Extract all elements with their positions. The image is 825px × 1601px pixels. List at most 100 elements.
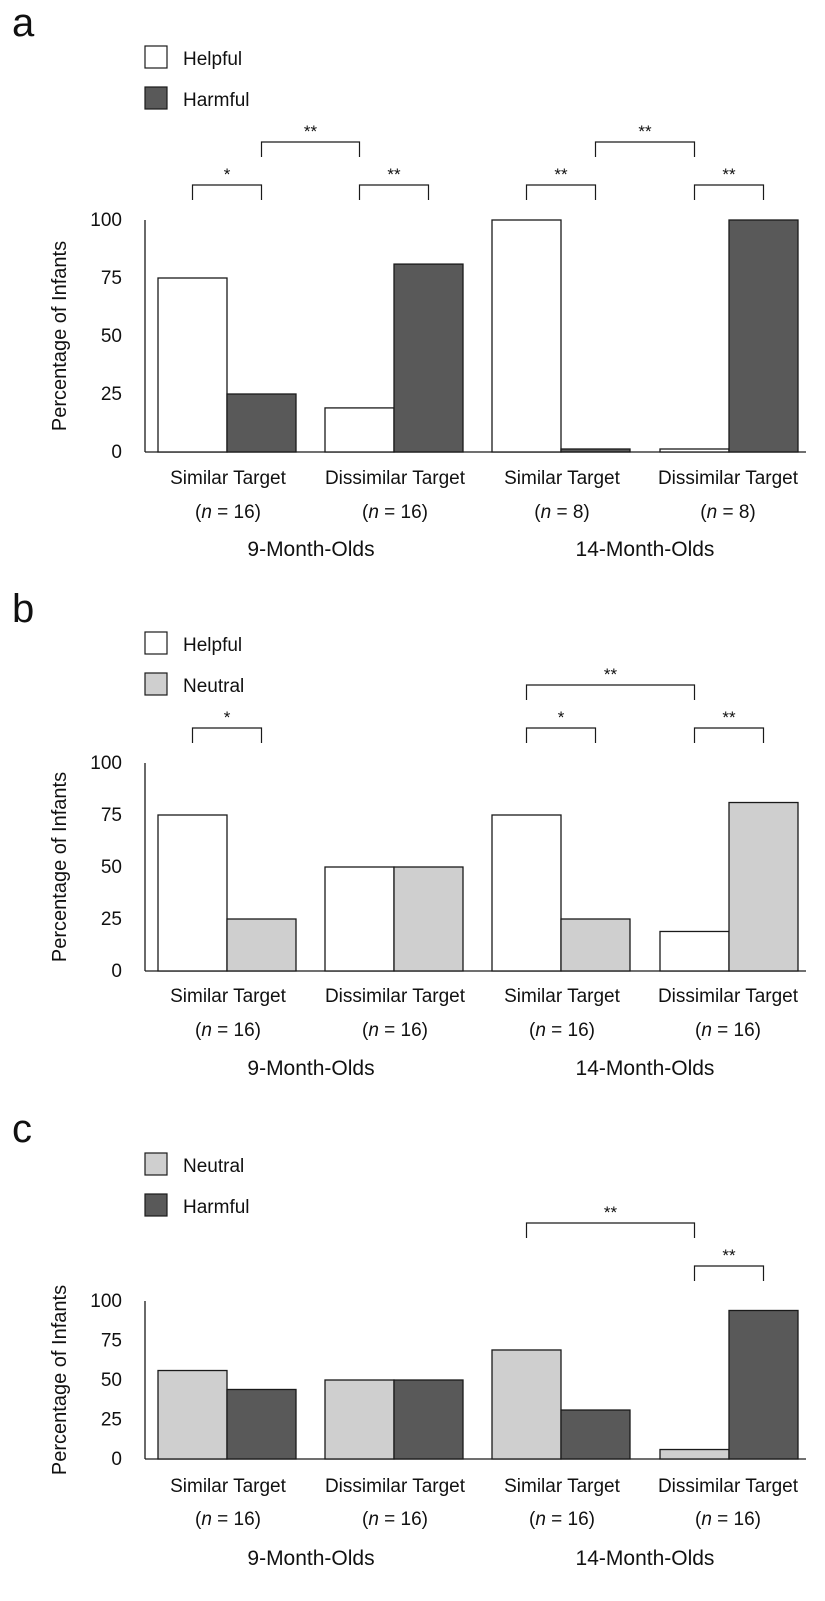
category-label: Dissimilar Target xyxy=(658,468,799,489)
chart-panel-c: c Neutral Harmful 0 25 50 75 100 Percentage of I… xyxy=(12,1107,806,1570)
significance-stars: ** xyxy=(554,165,568,184)
significance-bracket xyxy=(693,184,765,200)
category-n-label: (n = 16) xyxy=(195,502,261,523)
y-axis-label: Percentage of Infants xyxy=(49,241,71,431)
significance-stars: * xyxy=(558,708,565,727)
significance-stars: ** xyxy=(722,165,736,184)
category-n-label: (n = 16) xyxy=(195,1020,261,1041)
bar-harmful xyxy=(393,263,464,453)
bar-harmful xyxy=(728,1309,799,1460)
significance-bracket xyxy=(525,727,597,743)
significance-stars: ** xyxy=(387,165,401,184)
y-tick-label: 25 xyxy=(101,909,122,930)
significance-stars: * xyxy=(224,708,231,727)
category-n-label: (n = 16) xyxy=(695,1509,761,1530)
legend-swatch-helpful xyxy=(144,631,168,655)
y-tick-label: 100 xyxy=(90,210,122,231)
legend-swatch-harmful xyxy=(144,86,168,110)
bar-harmful xyxy=(728,219,799,453)
bar-helpful xyxy=(491,219,562,453)
y-tick-label: 50 xyxy=(101,857,122,878)
significance-bracket xyxy=(191,184,263,200)
significance-bracket xyxy=(260,141,361,157)
legend-swatch-helpful xyxy=(144,45,168,69)
category-n-label: (n = 8) xyxy=(700,502,755,523)
bar-helpful xyxy=(491,814,562,972)
significance-bracket xyxy=(525,184,597,200)
group-label: 9-Month-Olds xyxy=(247,538,374,561)
y-tick-label: 0 xyxy=(111,1449,122,1470)
group-label: 9-Month-Olds xyxy=(247,1547,374,1570)
significance-stars: ** xyxy=(722,1246,736,1265)
group-label: 14-Month-Olds xyxy=(576,1057,715,1080)
bar-helpful xyxy=(659,448,730,453)
legend-label-neutral: Neutral xyxy=(183,676,244,697)
category-label: Dissimilar Target xyxy=(325,986,466,1007)
significance-stars: ** xyxy=(722,708,736,727)
chart-panel-b: b Helpful Neutral 0 25 50 75 100 Percentage of I… xyxy=(12,587,806,1080)
group-label: 9-Month-Olds xyxy=(247,1057,374,1080)
category-n-label: (n = 16) xyxy=(529,1020,595,1041)
group-label: 14-Month-Olds xyxy=(576,1547,715,1570)
significance-stars: ** xyxy=(604,1203,618,1222)
bar-neutral xyxy=(393,866,464,972)
y-tick-label: 50 xyxy=(101,326,122,347)
bar-helpful xyxy=(157,277,228,453)
bar-neutral xyxy=(226,918,297,972)
bar-neutral xyxy=(157,1369,228,1460)
y-tick-label: 75 xyxy=(101,268,122,289)
category-n-label: (n = 8) xyxy=(534,502,589,523)
significance-bracket xyxy=(594,141,696,157)
bar-helpful xyxy=(659,930,730,972)
category-label: Similar Target xyxy=(504,986,621,1007)
significance-bracket xyxy=(693,727,765,743)
panel-letter: a xyxy=(12,1,35,45)
y-axis-label: Percentage of Infants xyxy=(49,772,71,962)
legend-swatch-neutral xyxy=(144,1152,168,1176)
panel-letter: b xyxy=(12,587,34,631)
y-tick-label: 75 xyxy=(101,805,122,826)
legend-label-harmful: Harmful xyxy=(183,90,250,111)
chart-panel-a: a Helpful Harmful 0 25 50 75 100 Percentage of I… xyxy=(12,1,806,561)
significance-bracket xyxy=(693,1265,765,1281)
bar-neutral xyxy=(324,1379,395,1460)
category-n-label: (n = 16) xyxy=(362,502,428,523)
y-tick-label: 75 xyxy=(101,1331,122,1352)
significance-bracket xyxy=(191,727,263,743)
category-n-label: (n = 16) xyxy=(529,1509,595,1530)
legend-label-neutral: Neutral xyxy=(183,1156,244,1177)
category-label: Dissimilar Target xyxy=(325,468,466,489)
bar-helpful xyxy=(324,407,395,453)
group-label: 14-Month-Olds xyxy=(576,538,715,561)
legend-label-helpful: Helpful xyxy=(183,49,242,70)
significance-stars: * xyxy=(224,165,231,184)
significance-stars: ** xyxy=(638,122,652,141)
bar-harmful xyxy=(393,1379,464,1460)
significance-bracket xyxy=(525,684,696,700)
legend-swatch-neutral xyxy=(144,672,168,696)
y-tick-label: 25 xyxy=(101,1410,122,1431)
bar-harmful xyxy=(560,448,631,453)
bar-neutral xyxy=(728,801,799,972)
category-label: Similar Target xyxy=(170,468,287,489)
significance-bracket xyxy=(525,1222,696,1238)
category-label: Dissimilar Target xyxy=(325,1476,466,1497)
y-tick-label: 100 xyxy=(90,1291,122,1312)
y-tick-label: 100 xyxy=(90,753,122,774)
bar-neutral xyxy=(560,918,631,972)
significance-stars: ** xyxy=(604,665,618,684)
category-n-label: (n = 16) xyxy=(362,1020,428,1041)
y-axis-label: Percentage of Infants xyxy=(49,1285,71,1475)
y-tick-label: 50 xyxy=(101,1370,122,1391)
legend-label-harmful: Harmful xyxy=(183,1197,250,1218)
bar-harmful xyxy=(226,393,297,453)
category-label: Similar Target xyxy=(504,468,621,489)
y-tick-label: 0 xyxy=(111,442,122,463)
category-label: Dissimilar Target xyxy=(658,986,799,1007)
category-label: Dissimilar Target xyxy=(658,1476,799,1497)
bar-helpful xyxy=(157,814,228,972)
category-label: Similar Target xyxy=(170,986,287,1007)
bar-harmful xyxy=(560,1409,631,1460)
y-tick-label: 0 xyxy=(111,961,122,982)
